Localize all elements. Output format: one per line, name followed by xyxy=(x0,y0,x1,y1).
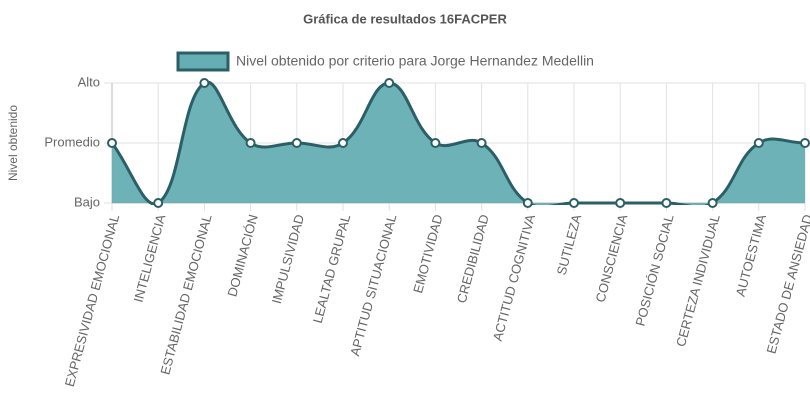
x-tick-label: DOMINACIÓN xyxy=(224,213,260,299)
x-tick-label: SUTILEZA xyxy=(554,212,585,276)
point xyxy=(800,138,810,148)
point xyxy=(384,78,395,88)
y-tick-label: Promedio xyxy=(44,134,100,149)
x-tick-label: INTELIGENCIA xyxy=(131,212,169,303)
x-tick-label: ESTADO DE ANSIEDAD xyxy=(764,213,810,356)
point xyxy=(291,138,302,148)
y-tick-label: Bajo xyxy=(74,194,100,209)
chart-title: Gráfica de resultados 16FACPER xyxy=(303,11,507,26)
x-tick-label: EMOTIVIDAD xyxy=(410,213,445,295)
legend-label: Nivel obtenido por criterio para Jorge H… xyxy=(236,53,594,69)
point xyxy=(615,198,626,208)
x-tick-label: APTITUD SITUACIONAL xyxy=(347,213,399,358)
point xyxy=(522,198,533,208)
x-tick-label: EXPRESIVIDAD EMOCIONAL xyxy=(62,213,122,389)
x-tick-label: ACTITUD COGNITIVA xyxy=(490,212,538,342)
x-tick-label: CONSCIENCIA xyxy=(593,212,631,303)
point xyxy=(338,138,348,148)
point xyxy=(153,198,164,208)
y-axis-title: Nivel obtenido xyxy=(6,105,20,181)
x-tick-label: CERTEZA INDIVIDUAL xyxy=(673,213,723,349)
point xyxy=(753,138,764,148)
point xyxy=(199,78,210,88)
x-tick-label: IMPULSIVIDAD xyxy=(269,213,307,306)
x-tick-label: POSICIÓN SOCIAL xyxy=(632,213,676,328)
x-tick-label: ESTABILIDAD EMOCIONAL xyxy=(157,213,214,376)
x-tick-label: CREDIBILIDAD xyxy=(454,213,492,305)
x-tick-label: AUTOESTIMA xyxy=(733,212,769,298)
x-tick-label: LEALTAD GRUPAL xyxy=(310,213,353,325)
point xyxy=(661,198,672,208)
point xyxy=(476,138,487,148)
point xyxy=(107,138,117,148)
point xyxy=(569,198,579,208)
point xyxy=(707,198,718,208)
y-tick-label: Alto xyxy=(78,74,100,89)
point xyxy=(430,138,441,148)
legend-swatch xyxy=(176,51,230,72)
point xyxy=(245,138,256,148)
